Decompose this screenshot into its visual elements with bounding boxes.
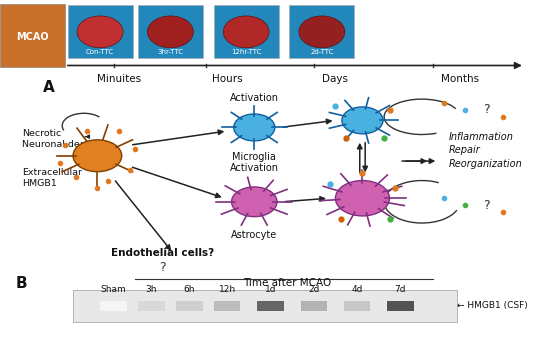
Ellipse shape (77, 16, 123, 48)
Text: Activation: Activation (230, 164, 279, 173)
Ellipse shape (299, 16, 345, 48)
Text: ?: ? (484, 103, 490, 116)
Text: 2d: 2d (308, 285, 320, 294)
Text: ← HMGB1 (CSF): ← HMGB1 (CSF) (457, 301, 528, 310)
Text: Days: Days (322, 74, 348, 84)
Ellipse shape (147, 16, 194, 48)
FancyBboxPatch shape (301, 301, 327, 311)
FancyBboxPatch shape (100, 301, 127, 311)
FancyBboxPatch shape (214, 5, 279, 58)
FancyBboxPatch shape (138, 5, 203, 58)
Circle shape (73, 140, 122, 172)
Text: 12hr-TTC: 12hr-TTC (231, 49, 261, 55)
Text: B: B (16, 276, 28, 291)
Text: 6h: 6h (183, 285, 195, 294)
Text: ?: ? (159, 261, 166, 274)
FancyBboxPatch shape (387, 301, 414, 311)
Text: Activation: Activation (230, 93, 279, 103)
Text: 3h: 3h (146, 285, 157, 294)
FancyBboxPatch shape (68, 5, 133, 58)
Text: 7d: 7d (394, 285, 406, 294)
Text: Microglia: Microglia (232, 152, 276, 162)
Text: Astrocyte: Astrocyte (231, 230, 278, 240)
Circle shape (342, 107, 383, 134)
Text: Sham: Sham (101, 285, 127, 294)
FancyBboxPatch shape (344, 301, 371, 311)
FancyBboxPatch shape (0, 4, 65, 67)
FancyBboxPatch shape (258, 301, 283, 311)
Circle shape (232, 187, 277, 217)
Text: A: A (43, 80, 55, 95)
FancyBboxPatch shape (138, 301, 164, 311)
Text: Inflammation
Repair
Reorganization: Inflammation Repair Reorganization (449, 132, 523, 169)
FancyBboxPatch shape (73, 290, 457, 322)
Text: 3hr-TTC: 3hr-TTC (157, 49, 183, 55)
Text: 2d-TTC: 2d-TTC (310, 49, 334, 55)
FancyBboxPatch shape (289, 5, 354, 58)
FancyBboxPatch shape (176, 301, 202, 311)
Text: Endothelial cells?: Endothelial cells? (111, 248, 214, 258)
Text: ?: ? (484, 199, 490, 212)
Text: Minuites: Minuites (97, 74, 141, 84)
Text: 12h: 12h (219, 285, 236, 294)
Text: Extracellular
HMGB1: Extracellular HMGB1 (22, 168, 82, 188)
Text: Con-TTC: Con-TTC (86, 49, 114, 55)
Text: Time after MCAO: Time after MCAO (242, 278, 331, 288)
Text: 4d: 4d (351, 285, 363, 294)
Text: Necrotic
Neuronal death: Necrotic Neuronal death (22, 129, 95, 149)
Ellipse shape (223, 16, 269, 48)
FancyBboxPatch shape (214, 301, 240, 311)
Circle shape (335, 181, 390, 216)
Circle shape (234, 114, 275, 141)
Text: MCAO: MCAO (16, 32, 49, 42)
Text: Months: Months (441, 74, 479, 84)
Text: 1d: 1d (265, 285, 276, 294)
Text: Hours: Hours (212, 74, 242, 84)
